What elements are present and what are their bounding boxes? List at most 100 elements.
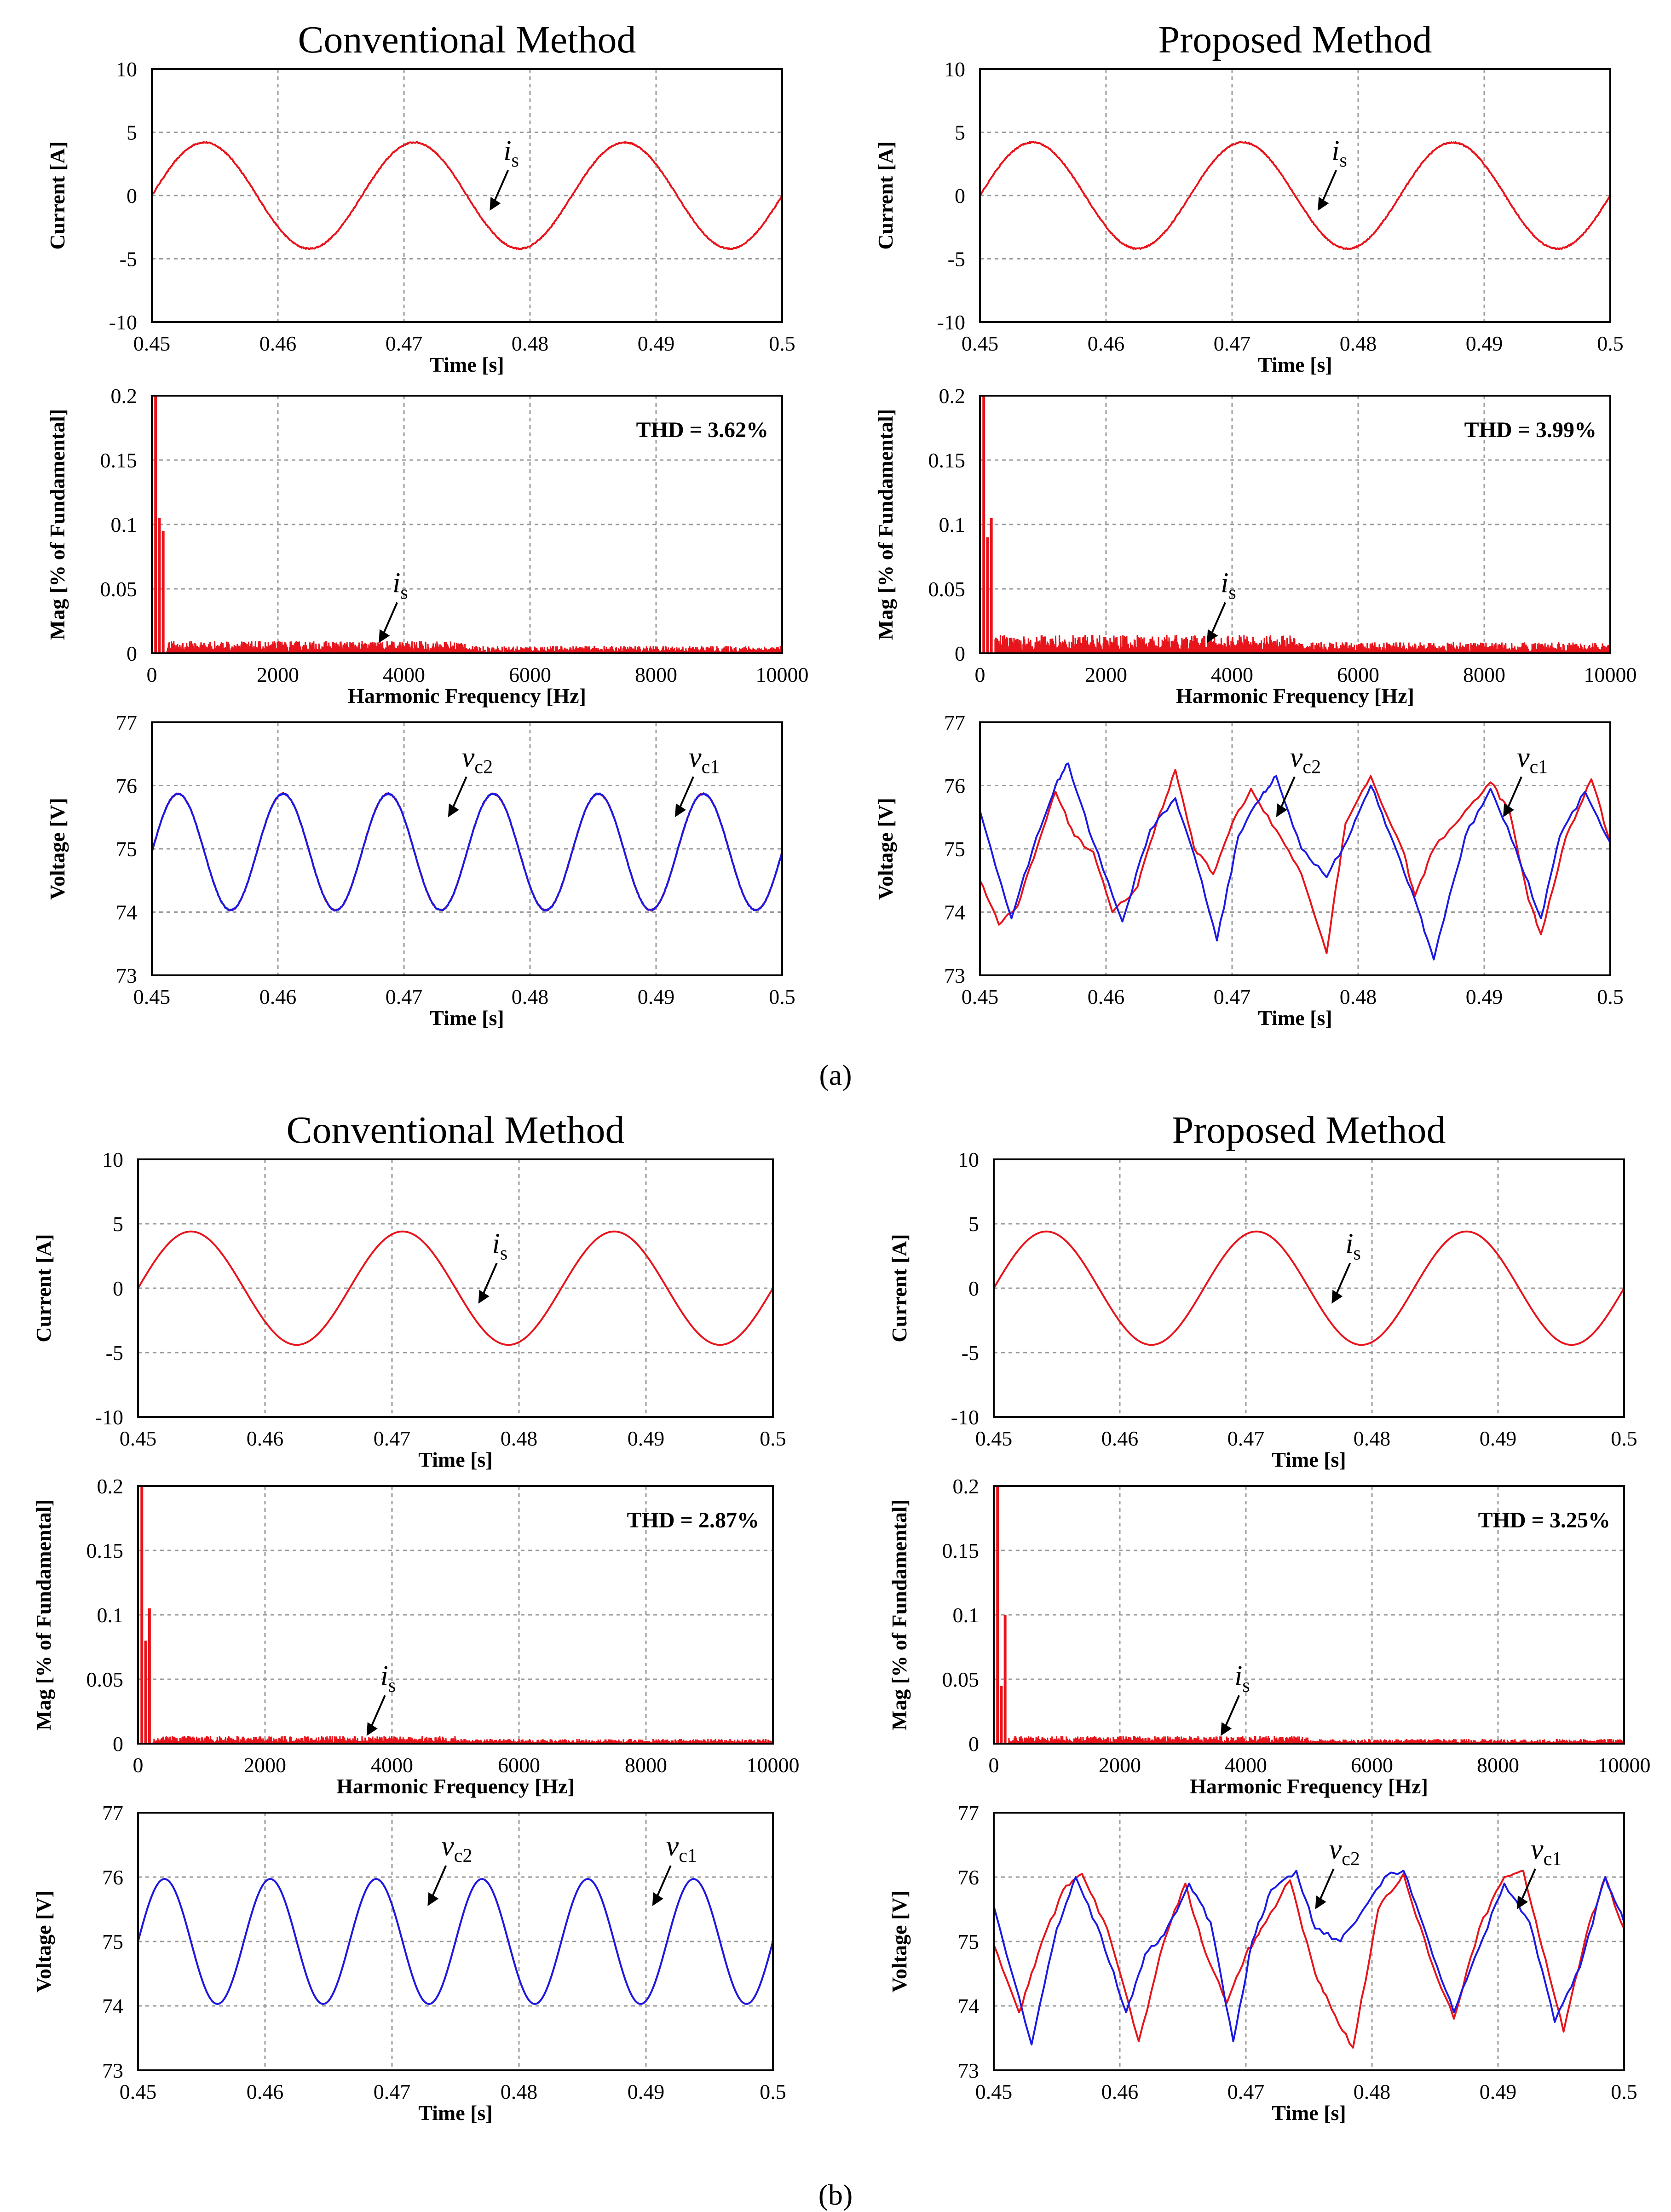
annotation-label: is: [1234, 1660, 1250, 1696]
x-tick-label: 10000: [756, 663, 809, 686]
x-tick-label: 6000: [498, 1753, 540, 1777]
plot-frame: [993, 1812, 1625, 2071]
y-tick-label: 0.05: [942, 1668, 980, 1691]
x-tick-label: 6000: [1337, 663, 1379, 686]
y-axis-label: Voltage [V]: [874, 798, 897, 900]
y-tick-label: 0: [113, 1277, 123, 1300]
figure-label-a: (a): [819, 1059, 852, 1091]
y-tick-label: 10: [944, 58, 965, 81]
x-tick-label: 0.47: [1214, 332, 1251, 355]
y-tick-label: 0.1: [953, 1603, 980, 1627]
plot-area: [138, 1230, 773, 1346]
annotation-subscript: c1: [702, 756, 720, 778]
plot-area: [152, 792, 782, 912]
x-tick-label: 0.47: [1227, 2080, 1265, 2103]
plot-frame: [137, 1158, 774, 1418]
y-tick-label: -10: [937, 311, 965, 334]
y-tick-label: 76: [958, 1866, 979, 1889]
x-tick-label: 0.48: [501, 1427, 538, 1450]
y-tick-label: -10: [109, 311, 137, 334]
x-tick-label: 8000: [635, 663, 677, 686]
annotation-subscript: s: [1340, 150, 1347, 171]
chart-a-conv-fft: 0 2000 4000 6000 8000 10000 0 0.05 0.1 0.15 0.2 Har…: [46, 384, 809, 708]
x-tick-label: 0.49: [1480, 1427, 1517, 1450]
annotation-symbol: i: [392, 568, 400, 599]
x-tick-label: 0.48: [1340, 985, 1377, 1008]
plot-frame: [151, 721, 783, 976]
annotation-label: vc2: [462, 742, 493, 778]
plot-area: [994, 1230, 1624, 1346]
chart-b-conv-current: 0.45 0.46 0.47 0.48 0.49 0.5 -10 -5 0 5 10 Time [s]…: [32, 1109, 786, 1471]
y-tick-label: 0.1: [111, 513, 138, 536]
y-axis-label: Voltage [V]: [46, 798, 69, 900]
chart-title: Conventional Method: [298, 18, 636, 61]
annotation-label: vc2: [1290, 742, 1321, 778]
y-axis-label: Current [A]: [874, 141, 897, 249]
x-tick-label: 0.48: [501, 2080, 538, 2103]
y-axis-label: Voltage [V]: [887, 1890, 911, 1993]
y-tick-label: 73: [944, 964, 965, 987]
x-tick-label: 0.5: [769, 985, 795, 1008]
x-tick-label: 0.49: [638, 985, 675, 1008]
plot-area: [152, 141, 782, 250]
x-tick-label: 4000: [1225, 1753, 1267, 1777]
y-tick-label: 75: [958, 1930, 979, 1953]
y-tick-label: 75: [102, 1930, 123, 1953]
plot-frame: [151, 68, 783, 323]
chart-b-conv-voltage: 0.45 0.46 0.47 0.48 0.49 0.5 73 74 75 76 77 Time [s…: [32, 1801, 786, 2125]
chart-title: Conventional Method: [287, 1109, 625, 1152]
annotation-arrowhead: [1207, 629, 1218, 643]
x-tick-label: 0.48: [512, 332, 549, 355]
y-tick-label: 0.05: [100, 577, 138, 601]
chart-title: Proposed Method: [1172, 1109, 1446, 1152]
annotation-subscript: c2: [1302, 756, 1321, 778]
annotation-label: is: [492, 1228, 508, 1264]
annotation-symbol: v: [1517, 742, 1530, 773]
series-i_s: [980, 141, 1610, 250]
x-tick-label: 8000: [1463, 663, 1505, 686]
annotation-symbol: i: [492, 1228, 500, 1260]
y-tick-label: 76: [944, 774, 965, 798]
x-tick-label: 0.45: [962, 985, 999, 1008]
x-tick-label: 0.49: [1466, 985, 1503, 1008]
y-tick-label: 0.15: [100, 449, 138, 472]
plot-frame: [137, 1485, 774, 1745]
y-tick-label: 0.2: [111, 384, 138, 408]
annotation-subscript: s: [1242, 1675, 1250, 1696]
x-tick-label: 0.46: [1101, 2080, 1139, 2103]
x-tick-label: 0.5: [1597, 985, 1624, 1008]
x-tick-label: 0.45: [975, 1427, 1013, 1450]
x-tick-label: 0.45: [120, 2080, 157, 2103]
annotation-subscript: c2: [474, 756, 493, 778]
plot-area: [994, 1870, 1624, 2049]
annotation-symbol: i: [1234, 1660, 1242, 1692]
x-tick-label: 0.45: [962, 332, 999, 355]
x-tick-label: 0: [975, 663, 985, 686]
x-tick-label: 10000: [747, 1753, 800, 1777]
annotation-label: vc2: [1329, 1834, 1360, 1870]
y-tick-label: 77: [944, 711, 965, 734]
plot-frame: [979, 721, 1611, 976]
annotation-subscript: c1: [1530, 756, 1548, 778]
y-tick-label: 0.15: [86, 1539, 124, 1562]
x-tick-label: 10000: [1598, 1753, 1651, 1777]
annotation-symbol: i: [1345, 1228, 1353, 1260]
y-tick-label: 0: [968, 1277, 979, 1300]
y-tick-label: 0.05: [86, 1668, 124, 1691]
x-tick-label: 0.49: [1480, 2080, 1517, 2103]
series-v_c2: [994, 1870, 1624, 2049]
x-tick-label: 0.5: [1611, 2080, 1637, 2103]
annotation-symbol: i: [380, 1660, 388, 1692]
annotation-subscript: c1: [1544, 1849, 1562, 1870]
x-axis-label: Time [s]: [430, 353, 504, 376]
chart-title: Proposed Method: [1158, 18, 1432, 61]
x-tick-label: 2000: [1099, 1753, 1141, 1777]
x-tick-label: 10000: [1584, 663, 1637, 686]
y-tick-label: 5: [113, 1212, 123, 1236]
annotation-subscript: c1: [679, 1845, 697, 1866]
plot-frame: [151, 395, 783, 654]
y-tick-label: 0.2: [97, 1475, 124, 1498]
x-tick-label: 4000: [371, 1753, 413, 1777]
